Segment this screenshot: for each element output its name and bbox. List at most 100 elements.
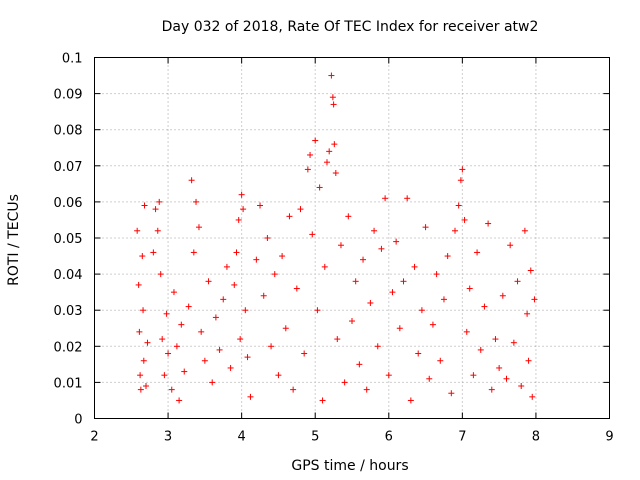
data-point [518,383,525,390]
data-point [170,289,177,296]
data-point [137,372,144,379]
data-point [461,216,468,223]
data-point [157,271,164,278]
data-point [378,245,385,252]
data-point [156,198,163,205]
data-point [349,318,355,325]
x-tick-label: 5 [311,430,319,445]
data-point [525,357,532,364]
data-point [314,307,321,314]
grid-layer [94,57,610,419]
data-point [531,296,538,303]
data-point [139,253,146,260]
ticks-layer: 2 3 4 5 6 7 8 9 0 0.01 0.02 0.03 0.04 0.05 0.06 0.07 0.0… [54,52,614,445]
data-point [374,343,381,350]
data-point [135,281,142,288]
y-tick-label: 0.05 [54,232,83,247]
data-point [163,310,170,317]
data-point [385,372,392,379]
data-point [396,325,403,332]
data-point [444,253,451,260]
data-point [329,94,336,101]
data-point [337,242,344,249]
data-point [150,249,157,256]
data-point [223,263,230,270]
data-point [143,383,149,390]
data-point [238,191,245,198]
data-point [181,368,188,375]
data-point [227,364,234,371]
data-point [212,314,219,321]
data-point [260,292,267,299]
data-point [316,184,323,191]
y-tick-label: 0.01 [54,376,83,391]
x-tick-label: 6 [385,430,393,445]
data-point [407,397,414,404]
data-point [176,397,183,404]
data-point [341,379,348,386]
data-point [297,206,304,213]
x-tick-label: 7 [458,430,466,445]
data-point [448,390,455,397]
data-point [470,372,477,379]
data-point [159,336,166,343]
data-point [393,238,400,245]
data-point [244,354,251,361]
data-point [415,350,422,357]
data-point [188,177,195,184]
data-point [271,271,278,278]
data-point [330,101,337,108]
data-point [301,350,308,357]
data-point [144,339,151,346]
data-point [455,202,462,209]
data-point [216,346,223,353]
data-point [488,386,495,393]
data-point [152,206,159,213]
data-point [326,148,333,155]
data-point [463,328,470,335]
data-point [363,386,370,393]
data-point [282,325,289,332]
chart-title: Day 032 of 2018, Rate Of TEC Index for r… [162,19,539,35]
data-point [328,72,335,79]
data-point [485,220,492,227]
data-point [503,375,510,382]
data-point [195,224,202,231]
data-point [356,361,363,368]
y-tick-label: 0.06 [54,196,83,211]
y-tick-label: 0.1 [62,52,83,67]
data-point [309,231,316,238]
data-point [477,346,484,353]
data-point [367,299,374,306]
data-point [290,386,297,393]
data-point [492,336,499,343]
y-axis-label: ROTI / TECUs [6,194,22,286]
data-point [275,372,282,379]
data-point [457,177,464,184]
data-point [319,397,326,404]
data-point [404,195,411,202]
data-point [360,256,367,263]
data-point [136,328,143,335]
data-point [433,271,440,278]
data-point [400,278,407,285]
y-tick-label: 0.02 [54,340,83,355]
data-point [247,393,254,400]
data-point [168,386,175,393]
data-point [140,357,147,364]
data-point [352,278,359,285]
data-point [422,224,429,231]
data-point [307,151,314,158]
data-point [304,166,311,173]
data-point [178,321,185,328]
y-tick-label: 0.09 [54,88,83,103]
x-tick-label: 2 [90,430,98,445]
data-point [429,321,436,328]
data-point [499,292,506,299]
data-point [514,278,521,285]
data-point [231,281,238,288]
data-point [481,303,488,310]
data-point [235,216,242,223]
data-point [382,195,389,202]
